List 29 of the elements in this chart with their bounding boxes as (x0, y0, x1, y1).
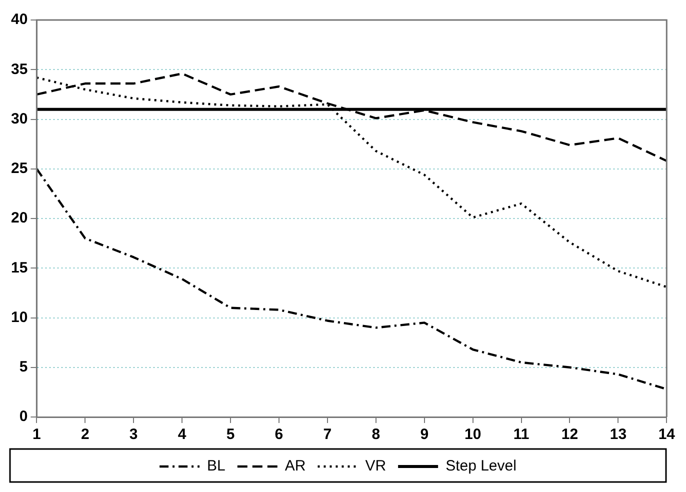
line-series (36, 76, 667, 288)
x-tick-label: 12 (561, 426, 578, 444)
x-tick-label: 6 (274, 426, 284, 444)
x-tick-label: 2 (80, 426, 90, 444)
x-tick-label: 9 (420, 426, 429, 444)
y-tick-label: 30 (10, 110, 28, 128)
x-tick-label: 5 (226, 426, 235, 444)
legend-label: BL (207, 458, 226, 475)
x-tick-label: 10 (464, 426, 482, 444)
y-tick-label: 15 (10, 259, 28, 276)
x-tick-label: 4 (178, 426, 187, 444)
y-tick-label: 25 (10, 160, 28, 178)
y-tick-label: 10 (10, 308, 28, 326)
line-series (36, 168, 667, 390)
x-tick-label: 3 (129, 426, 138, 444)
x-tick-label: 1 (32, 426, 41, 444)
legend-label: VR (365, 458, 386, 475)
y-tick-label: 5 (19, 358, 28, 376)
y-tick-label: 20 (10, 210, 28, 227)
legend-label: Step Level (446, 458, 516, 475)
x-tick-label: 11 (513, 426, 530, 444)
y-tick-label: 40 (10, 11, 28, 28)
y-tick-label: 0 (19, 408, 28, 426)
x-tick-label: 7 (323, 426, 332, 444)
x-tick-label: 8 (372, 426, 380, 444)
x-tick-label: 14 (658, 426, 676, 444)
x-tick-label: 13 (610, 426, 627, 444)
legend-label: AR (284, 458, 306, 475)
y-tick-label: 35 (10, 60, 28, 78)
